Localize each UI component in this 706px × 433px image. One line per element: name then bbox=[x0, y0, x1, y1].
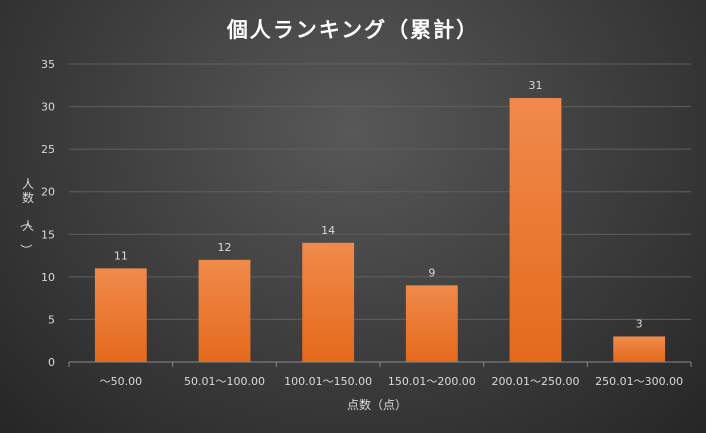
bar bbox=[94, 268, 147, 362]
data-label: 9 bbox=[428, 266, 435, 279]
gridlines bbox=[69, 63, 691, 363]
data-label: 12 bbox=[218, 241, 232, 254]
y-tick-label: 15 bbox=[41, 228, 55, 241]
y-axis-title: 人数（人） bbox=[19, 177, 34, 256]
x-tick-label: 250.01〜300.00 bbox=[595, 375, 683, 388]
y-axis-ticks: 0 5 10 15 20 25 30 35 bbox=[41, 58, 55, 369]
data-label: 31 bbox=[529, 79, 543, 92]
y-tick-label: 5 bbox=[48, 313, 55, 326]
chart-title: 個人ランキング（累計） bbox=[226, 18, 479, 42]
y-tick-label: 35 bbox=[41, 58, 55, 71]
bars bbox=[94, 98, 666, 363]
bar bbox=[198, 259, 251, 362]
bar bbox=[302, 242, 355, 362]
data-labels: 11 12 14 9 31 3 bbox=[114, 79, 643, 330]
x-tick-label: 50.01〜100.00 bbox=[184, 375, 265, 388]
bar bbox=[509, 98, 562, 363]
x-tick-label: 200.01〜250.00 bbox=[492, 375, 580, 388]
y-tick-label: 0 bbox=[48, 356, 55, 369]
x-axis-ticks: 〜50.00 50.01〜100.00 100.01〜150.00 150.01〜20… bbox=[68, 362, 692, 388]
y-tick-label: 20 bbox=[41, 186, 55, 199]
bar bbox=[405, 285, 458, 362]
bar bbox=[613, 336, 666, 362]
y-tick-label: 10 bbox=[41, 271, 55, 284]
data-label: 3 bbox=[636, 317, 643, 330]
x-tick-label: 〜50.00 bbox=[100, 375, 143, 388]
y-tick-label: 30 bbox=[41, 101, 55, 114]
y-tick-label: 25 bbox=[41, 143, 55, 156]
x-tick-label: 150.01〜200.00 bbox=[388, 375, 476, 388]
x-axis-title: 点数（点） bbox=[347, 397, 407, 412]
data-label: 14 bbox=[321, 224, 335, 237]
x-tick-label: 100.01〜150.00 bbox=[284, 375, 372, 388]
data-label: 11 bbox=[114, 249, 128, 262]
